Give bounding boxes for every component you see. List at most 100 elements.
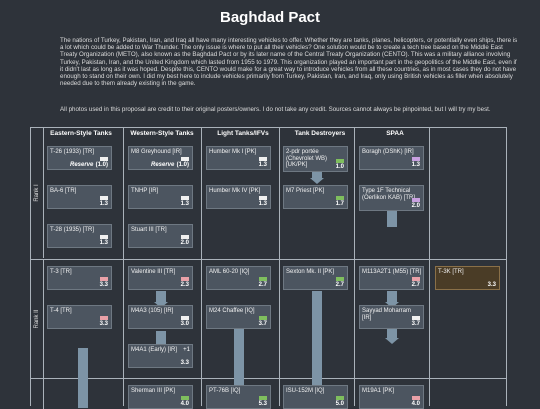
premium-vehicle-card[interactable]: T-3K [TR] 3.3 [435, 266, 500, 290]
vehicle-name: Sayyad Moharram [IR] [362, 308, 412, 321]
vehicle-card[interactable]: ISU-152M [IQ] 5.0 [283, 385, 348, 409]
vehicle-card[interactable]: Humber Mk IV [PK] 1.3 [206, 185, 271, 209]
nation-flag-icon [259, 277, 267, 281]
progression-arrow [78, 348, 88, 408]
vehicle-card[interactable]: Sherman III [PK] 4.0 [128, 385, 193, 409]
nation-flag-icon [259, 157, 267, 161]
vehicle-card[interactable]: M8 Greyhound [IR] Reserve (1.0) [128, 146, 193, 170]
vehicle-card[interactable]: M113A2T1 (M55) [TR] 2.7 [359, 266, 424, 290]
nation-flag-icon [336, 277, 344, 281]
vehicle-name: T-26 (1933) [TR] [50, 149, 95, 155]
nation-flag-icon [100, 316, 108, 320]
progression-arrow [387, 291, 397, 303]
nation-flag-icon [100, 277, 108, 281]
vehicle-card[interactable]: Boragh (DShK) [IR] 1.3 [359, 146, 424, 170]
progression-arrow [387, 329, 397, 339]
vehicle-name: T-4 [TR] [50, 308, 72, 314]
progression-arrow [312, 291, 322, 409]
vehicle-card[interactable]: PT-76B [IQ] 5.3 [206, 385, 271, 409]
rank-2-label: Rank II [34, 309, 40, 329]
vehicle-card[interactable]: Valentine III [TR] 2.3 [128, 266, 193, 290]
vehicle-card[interactable]: M4A3 (105) [IR] 3.0 [128, 305, 193, 329]
vehicle-name: T-3 [TR] [50, 269, 72, 275]
vehicle-card[interactable]: M24 Chaffee [IQ] 3.7 [206, 305, 271, 329]
nation-flag-icon [100, 157, 108, 161]
tech-tree: Rank I Rank II Eastern-Style Tanks Weste… [30, 127, 507, 409]
vehicle-name: Sherman III [PK] [131, 388, 176, 394]
battle-rating: 4.0 [180, 401, 189, 407]
column-spaa: SPAA [386, 130, 404, 137]
vehicle-card[interactable]: M19A1 [PK] 4.0 [359, 385, 424, 409]
vehicle-card[interactable]: M4A1 (Early) [IR] +1 3.3 [128, 344, 193, 368]
progression-arrow [234, 329, 244, 409]
nation-flag-icon [181, 277, 189, 281]
nation-flag-icon [259, 196, 267, 200]
page-title: Baghdad Pact [219, 9, 321, 26]
battle-rating: 5.0 [335, 401, 344, 407]
nation-flag-icon [336, 196, 344, 200]
battle-rating: 3.0 [180, 321, 189, 327]
rank-1-label: Rank I [34, 184, 40, 202]
vehicle-name: Humber Mk IV [PK] [209, 188, 261, 194]
nation-flag-icon [100, 196, 108, 200]
nation-flag-icon [181, 316, 189, 320]
vehicle-card[interactable]: M7 Priest [PK] 1.7 [283, 185, 348, 209]
vehicle-name: 2-pdr portée (Chevrolet WB) [UK/PK] [286, 149, 328, 169]
nation-flag-icon [412, 198, 420, 202]
rank-2-band: Rank II [31, 259, 506, 378]
progression-arrow [156, 331, 166, 349]
battle-rating: 2.0 [180, 240, 189, 246]
battle-rating: 5.3 [258, 401, 267, 407]
nation-flag-icon [336, 396, 344, 400]
vehicle-name: Humber Mk I [PK] [209, 149, 257, 155]
vehicle-card[interactable]: T-26 (1933) [TR] Reserve (1.0) [47, 146, 112, 170]
vehicle-card[interactable]: AML 60-20 [IQ] 2.7 [206, 266, 271, 290]
vehicle-name: M7 Priest [PK] [286, 188, 325, 194]
battle-rating: 3.3 [487, 282, 496, 288]
vehicle-card[interactable]: Humber Mk I [PK] 1.3 [206, 146, 271, 170]
vehicle-name: M24 Chaffee [IQ] [209, 308, 255, 314]
vehicle-name: M113A2T1 (M55) [TR] [362, 269, 422, 275]
battle-rating: 3.7 [411, 321, 420, 327]
vehicle-card[interactable]: T-4 [TR] 3.3 [47, 305, 112, 329]
vehicle-card[interactable]: Type 1F Technical (Oerlikon KAB) [TR] 2.… [359, 185, 424, 211]
vehicle-name: Valentine III [TR] [131, 269, 176, 275]
nation-flag-icon [412, 157, 420, 161]
battle-rating: 3.3 [180, 360, 189, 366]
battle-rating: 1.3 [258, 201, 267, 207]
credit-paragraph: All photos used in this proposal are cre… [60, 106, 491, 113]
vehicle-card[interactable]: T-3 [TR] 3.3 [47, 266, 112, 290]
nation-flag-icon [336, 159, 344, 163]
battle-rating: 3.3 [99, 321, 108, 327]
nation-flag-icon [181, 157, 189, 161]
vehicle-name: AML 60-20 [IQ] [209, 269, 250, 275]
vehicle-card[interactable]: Sexton Mk. II [PK] 2.7 [283, 266, 348, 290]
vehicle-name: TNHP [IR] [131, 188, 159, 194]
battle-rating: 2.7 [258, 282, 267, 288]
battle-rating: 2.3 [180, 282, 189, 288]
progression-arrow [387, 211, 397, 227]
vehicle-name: PT-76B [IQ] [209, 388, 241, 394]
nation-flag-icon [259, 396, 267, 400]
group-count-badge: +1 [183, 347, 190, 353]
vehicle-card[interactable]: Stuart III [TR] 2.0 [128, 224, 193, 248]
vehicle-card[interactable]: T-28 (1935) [TR] 1.3 [47, 224, 112, 248]
vehicle-name: Type 1F Technical (Oerlikon KAB) [TR] [362, 188, 416, 201]
vehicle-name: BA-6 [TR] [50, 188, 77, 194]
reserve-label: Reserve [151, 162, 175, 168]
vehicle-name: M8 Greyhound [IR] [131, 149, 182, 155]
battle-rating: 4.0 [411, 401, 420, 407]
vehicle-card[interactable]: Sayyad Moharram [IR] 3.7 [359, 305, 424, 329]
vehicle-name: Boragh (DShK) [IR] [362, 149, 414, 155]
vehicle-name: M4A3 (105) [IR] [131, 308, 174, 314]
vehicle-card[interactable]: 2-pdr portée (Chevrolet WB) [UK/PK] 1.0 [283, 146, 348, 172]
column-tank-destroyers: Tank Destroyers [294, 130, 346, 137]
battle-rating: 1.3 [180, 201, 189, 207]
vehicle-card[interactable]: TNHP [IR] 1.3 [128, 185, 193, 209]
vehicle-card[interactable]: BA-6 [TR] 1.3 [47, 185, 112, 209]
vehicle-name: Stuart III [TR] [131, 227, 167, 233]
column-eastern-tanks: Eastern-Style Tanks [50, 130, 112, 137]
intro-paragraph: The nations of Turkey, Pakistan, Iran, a… [60, 37, 518, 88]
nation-flag-icon [412, 277, 420, 281]
vehicle-name: T-28 (1935) [TR] [50, 227, 95, 233]
